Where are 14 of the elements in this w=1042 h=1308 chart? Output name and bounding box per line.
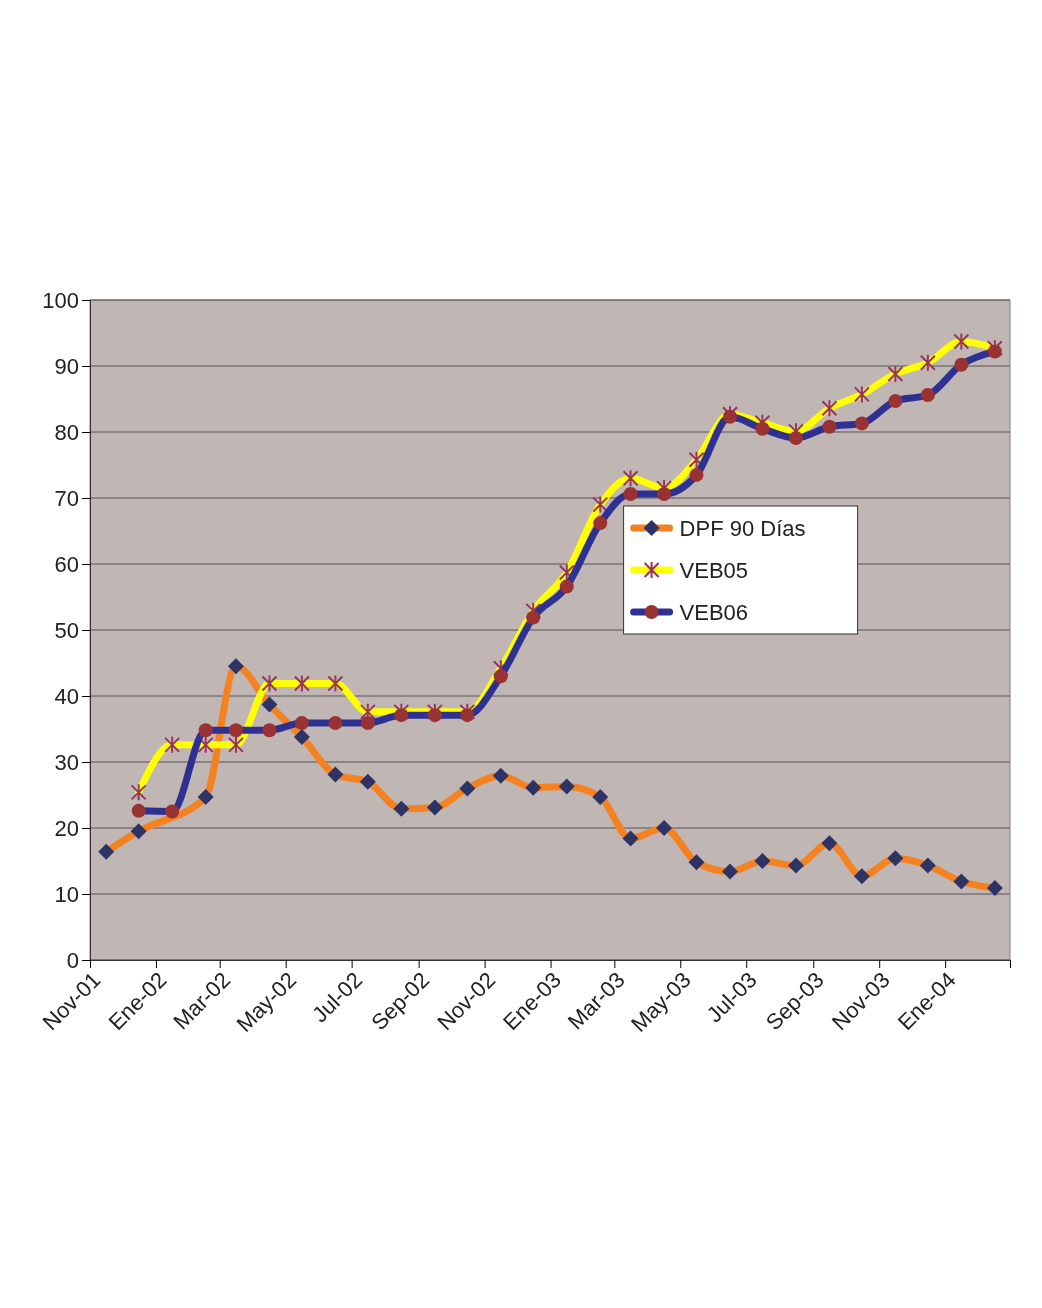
- legend-label: DPF 90 Días: [679, 515, 806, 541]
- y-tick-label: 50: [54, 617, 79, 643]
- y-tick-label: 90: [54, 353, 79, 379]
- legend-label: VEB05: [679, 557, 749, 583]
- y-tick-label: 80: [54, 419, 79, 445]
- y-tick-label: 0: [66, 947, 79, 973]
- y-tick-label: 100: [42, 287, 79, 313]
- y-tick-label: 70: [54, 485, 79, 511]
- legend-label: VEB06: [679, 599, 749, 625]
- y-tick-label: 30: [54, 749, 79, 775]
- y-tick-label: 20: [54, 815, 79, 841]
- y-tick-label: 60: [54, 551, 79, 577]
- y-tick-label: 10: [54, 881, 79, 907]
- y-tick-label: 40: [54, 683, 79, 709]
